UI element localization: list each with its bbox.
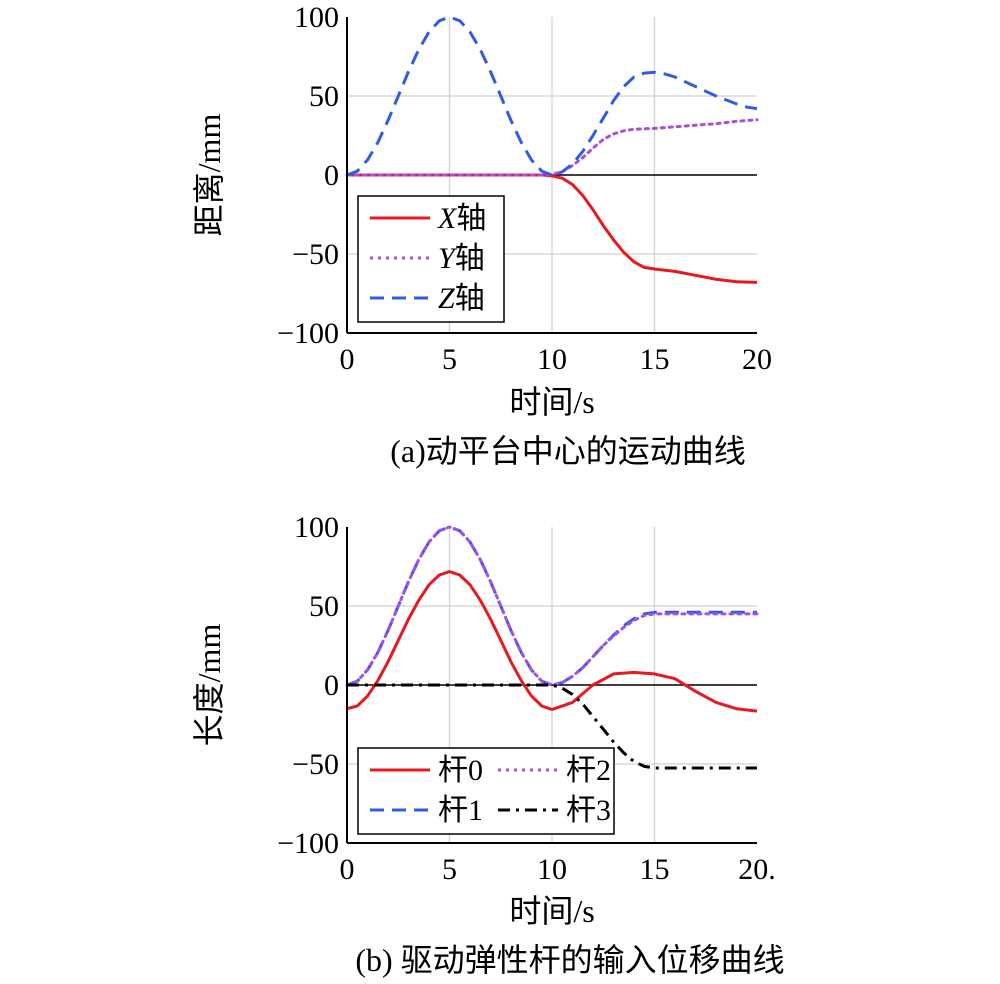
x-tick-label: 15 (640, 853, 670, 886)
legend-box (357, 195, 505, 323)
legend-label: 杆0 (438, 754, 483, 787)
legend-label: 杆1 (438, 794, 483, 827)
y-axis-label: 距离/mm (191, 114, 227, 237)
y-tick-label: 100 (294, 1, 339, 34)
x-tick-label: 0 (340, 853, 355, 886)
y-tick-label: 0 (324, 669, 339, 702)
x-tick-label: 20 (742, 343, 772, 376)
y-tick-label: −50 (292, 238, 339, 271)
y-tick-label: −100 (277, 317, 339, 350)
y-tick-label: 100 (294, 511, 339, 544)
legend: X轴 Y轴 Z轴 (357, 195, 505, 323)
series-line-2 (345, 525, 759, 687)
legend-label: 杆2 (566, 754, 611, 787)
y-tick-label: −100 (277, 827, 339, 860)
legend: 杆0 杆1 杆2 杆3 (357, 747, 615, 835)
y-axis-label: 长度/mm (191, 624, 227, 747)
y-tick-label: 50 (309, 590, 339, 623)
chart-panel-1: 0 5 10 15 20. 100 50 0 −50 −100 杆0 杆1 杆2 杆3 时间/s 长度/mm (… (191, 511, 785, 978)
legend-label: X轴 (437, 202, 486, 235)
x-tick-label: 15 (640, 343, 670, 376)
legend-box (357, 747, 615, 835)
figure-caption: (a)动平台中心的运动曲线 (390, 433, 746, 469)
legend-label: 杆3 (566, 794, 611, 827)
x-tick-label: 20. (738, 853, 776, 886)
series-line-3 (347, 683, 757, 770)
x-tick-label: 5 (442, 343, 457, 376)
legend-label: Z轴 (438, 282, 485, 315)
legend-label: Y轴 (438, 242, 485, 275)
y-tick-label: 50 (309, 80, 339, 113)
figure-caption: (b) 驱动弹性杆的输入位移曲线 (355, 942, 784, 978)
x-tick-label: 0 (340, 343, 355, 376)
y-tick-label: −50 (292, 748, 339, 781)
x-tick-label: 5 (442, 853, 457, 886)
x-axis-label: 时间/s (509, 384, 594, 420)
x-tick-label: 10 (537, 343, 567, 376)
x-axis-label: 时间/s (509, 893, 594, 929)
series-line-0 (347, 173, 758, 284)
x-tick-label: 10 (537, 853, 567, 886)
series-line-2 (346, 15, 758, 177)
series-line-0 (346, 570, 758, 713)
y-tick-label: 0 (324, 159, 339, 192)
